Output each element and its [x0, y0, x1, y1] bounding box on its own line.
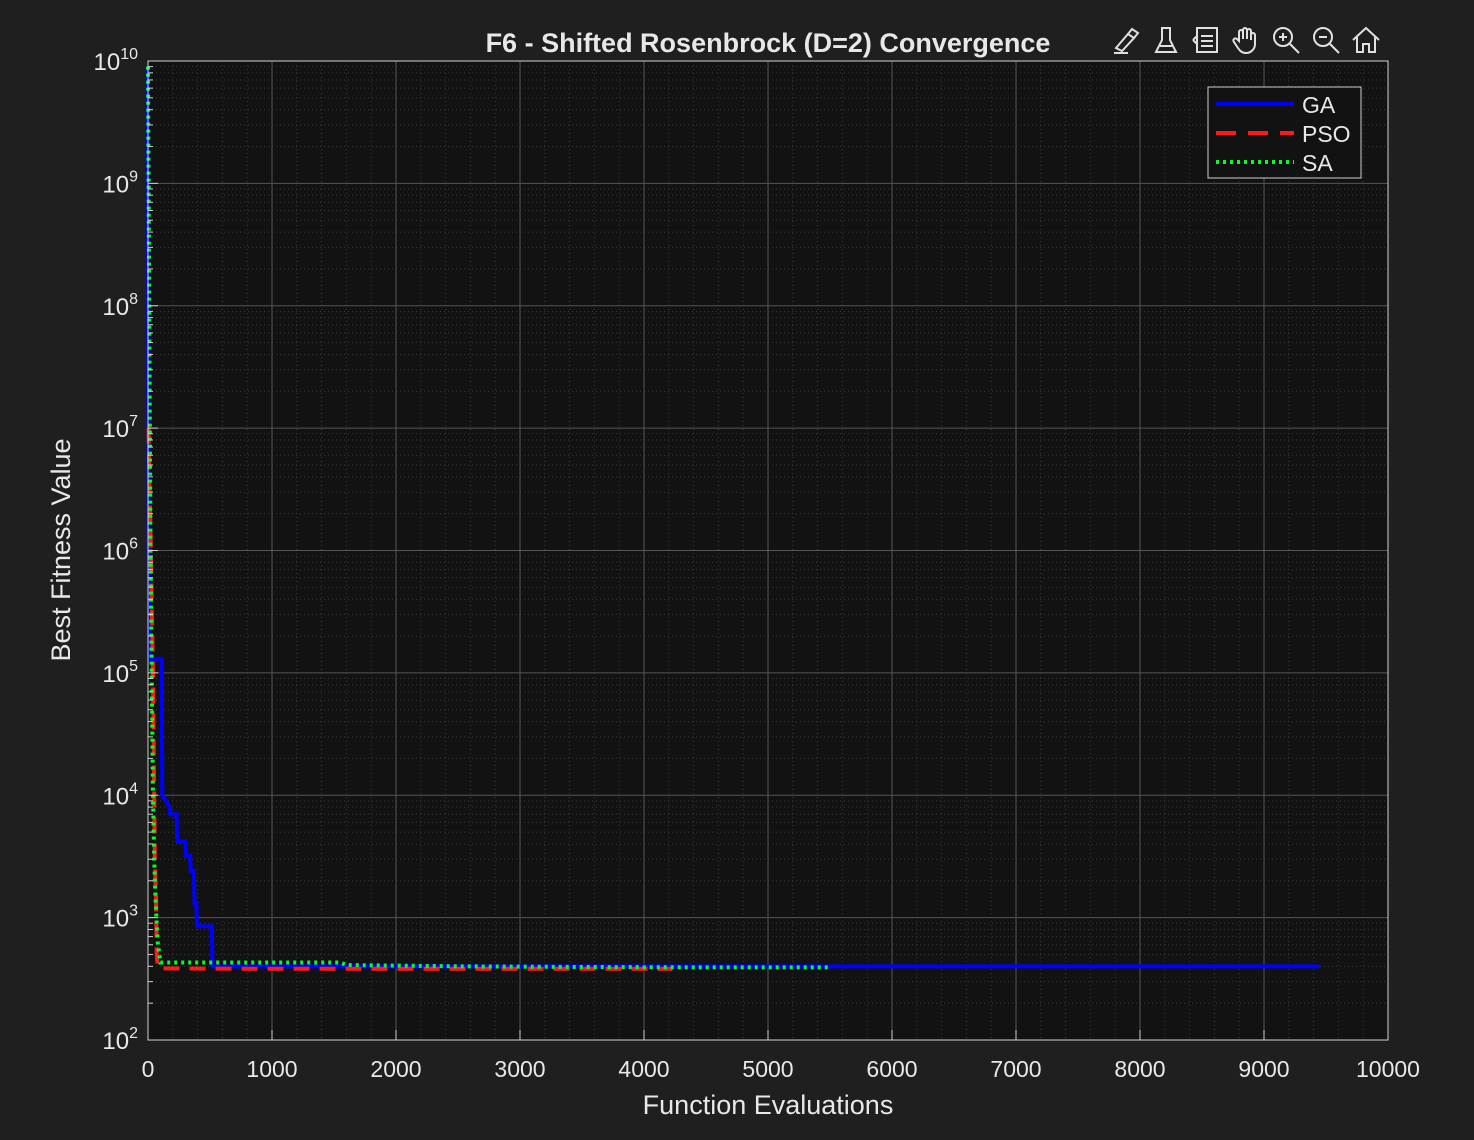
- x-tick-label: 0: [142, 1056, 155, 1082]
- y-tick-label: 105: [102, 658, 138, 688]
- x-tick-label: 5000: [742, 1056, 793, 1082]
- x-tick-label: 6000: [866, 1056, 917, 1082]
- y-tick-label: 109: [102, 168, 138, 198]
- legend-label-ga: GA: [1302, 92, 1336, 118]
- y-tick-label: 1010: [94, 46, 139, 76]
- legend[interactable]: GA PSO SA: [1207, 86, 1362, 179]
- data-tips-icon[interactable]: [1148, 22, 1184, 58]
- x-tick-label: 7000: [990, 1056, 1041, 1082]
- zoom-out-icon[interactable]: [1308, 22, 1344, 58]
- zoom-in-icon[interactable]: [1268, 22, 1304, 58]
- y-tick-labels: 102 103 104 105 106 107 108 109 1010: [94, 46, 139, 1055]
- x-tick-label: 3000: [494, 1056, 545, 1082]
- y-tick-label: 108: [102, 291, 138, 321]
- x-tick-label: 2000: [370, 1056, 421, 1082]
- axes-toolbar: [1108, 22, 1384, 58]
- x-tick-labels: 0 1000 2000 3000 4000 5000 6000 7000 8000 9000 100…: [142, 1056, 1420, 1082]
- chart-title: F6 - Shifted Rosenbrock (D=2) Convergenc…: [486, 28, 1051, 58]
- pan-hand-icon[interactable]: [1228, 22, 1264, 58]
- brush-icon[interactable]: [1108, 22, 1144, 58]
- legend-label-pso: PSO: [1302, 121, 1351, 147]
- x-tick-label: 10000: [1356, 1056, 1420, 1082]
- series-line-sa: [146, 66, 832, 970]
- x-axis-label: Function Evaluations: [643, 1090, 894, 1120]
- y-tick-label: 103: [102, 903, 138, 933]
- series-layer: [146, 66, 1320, 971]
- restore-view-icon[interactable]: [1188, 22, 1224, 58]
- x-tick-label: 4000: [618, 1056, 669, 1082]
- y-tick-label: 104: [102, 780, 138, 810]
- y-tick-label: 107: [102, 413, 138, 443]
- series-line-ga: [146, 66, 1320, 969]
- ticks: [147, 60, 1389, 1041]
- home-icon[interactable]: [1348, 22, 1384, 58]
- x-tick-label: 8000: [1114, 1056, 1165, 1082]
- y-tick-label: 106: [102, 536, 138, 566]
- y-axis-label: Best Fitness Value: [46, 438, 76, 661]
- x-tick-label: 9000: [1238, 1056, 1289, 1082]
- x-tick-label: 1000: [246, 1056, 297, 1082]
- legend-label-sa: SA: [1302, 150, 1333, 176]
- y-tick-label: 102: [102, 1025, 138, 1055]
- series-line-pso: [146, 426, 673, 971]
